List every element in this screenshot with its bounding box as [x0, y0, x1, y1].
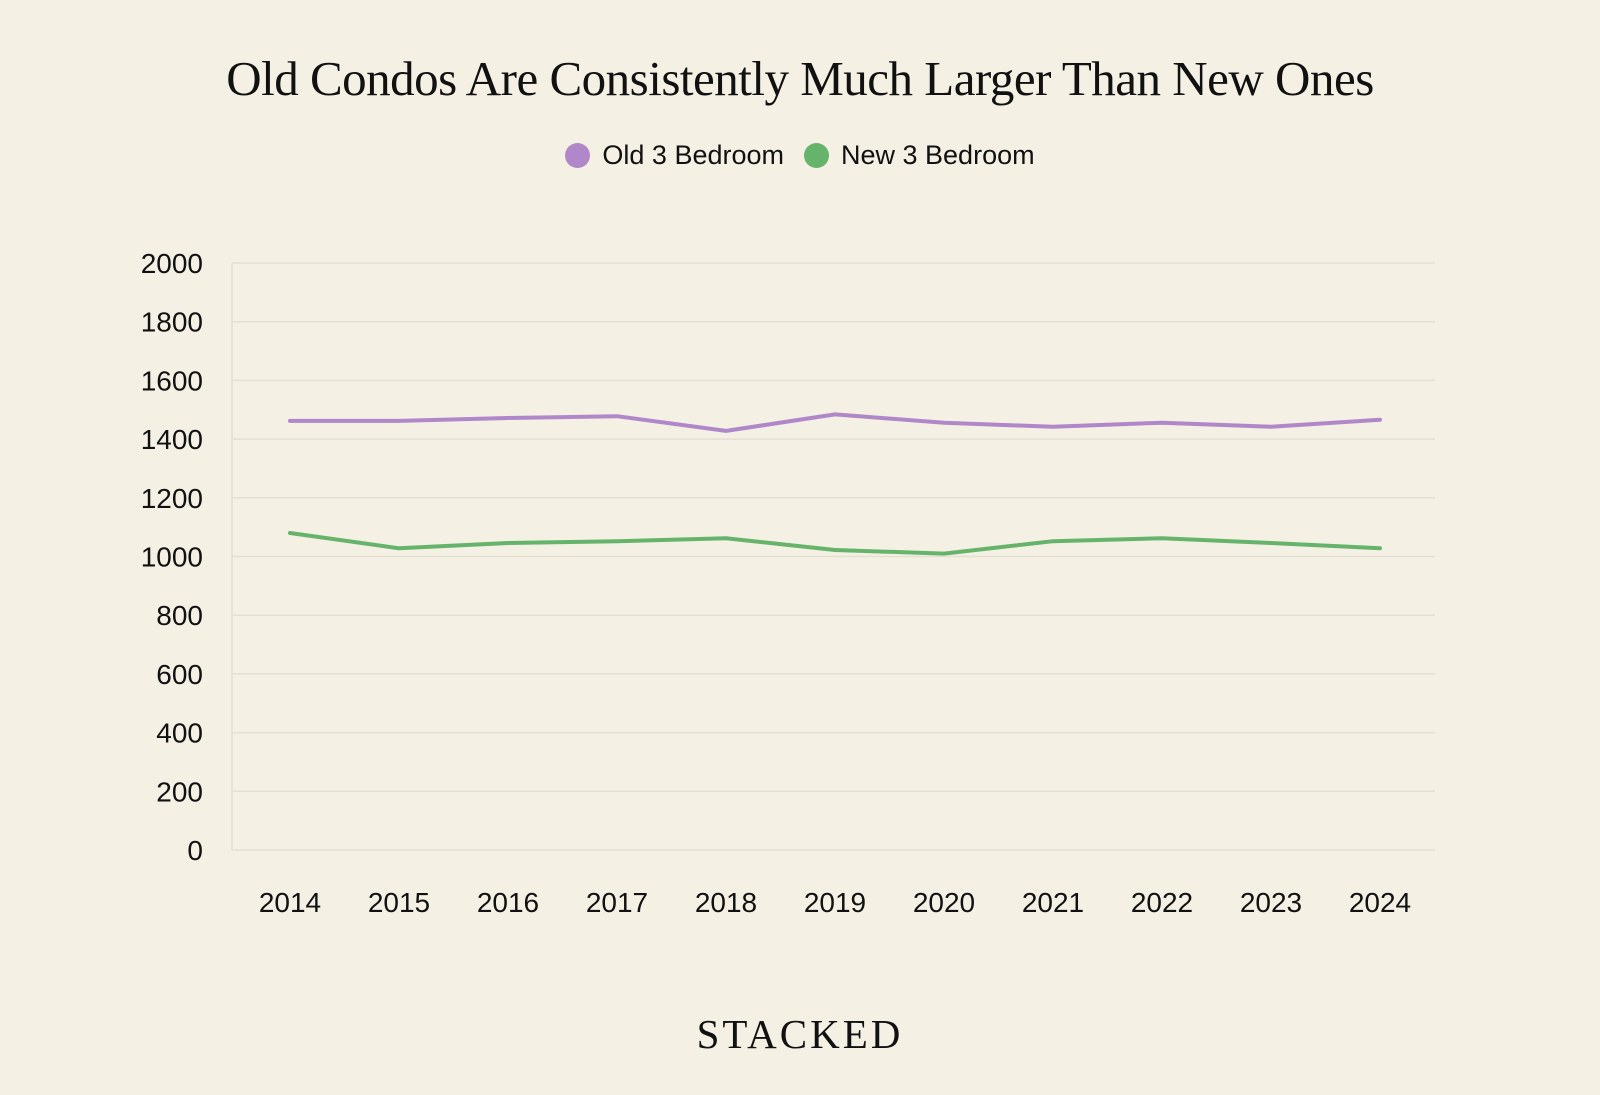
y-tick-label: 1000: [141, 542, 203, 573]
legend-entry-new-3-bedroom: New 3 Bedroom: [804, 140, 1035, 171]
x-tick-label: 2020: [913, 887, 975, 918]
y-tick-label: 1400: [141, 424, 203, 455]
x-tick-label: 2019: [804, 887, 866, 918]
legend-label-old-3-bedroom: Old 3 Bedroom: [602, 140, 784, 170]
x-tick-label: 2024: [1349, 887, 1411, 918]
y-tick-label: 2000: [141, 248, 203, 279]
y-tick-label: 1800: [141, 307, 203, 338]
legend-label-new-3-bedroom: New 3 Bedroom: [841, 140, 1035, 170]
y-tick-label: 1200: [141, 483, 203, 514]
x-tick-label: 2018: [695, 887, 757, 918]
x-tick-label: 2017: [586, 887, 648, 918]
legend-dot-new-3-bedroom-icon: [804, 143, 829, 168]
x-tick-label: 2022: [1131, 887, 1193, 918]
y-tick-label: 400: [156, 718, 203, 749]
legend-entry-old-3-bedroom: Old 3 Bedroom: [565, 140, 784, 171]
series-line-new-3-bedroom: [288, 531, 1382, 556]
y-tick-label: 200: [156, 776, 203, 807]
legend-dot-old-3-bedroom-icon: [565, 143, 591, 168]
x-tick-label: 2023: [1240, 887, 1302, 918]
brand-logo: STACKED: [696, 1011, 904, 1057]
x-tick-label: 2015: [368, 887, 430, 918]
y-tick-label: 1600: [141, 365, 203, 396]
x-tick-label: 2021: [1022, 887, 1084, 918]
x-tick-label: 2014: [259, 887, 321, 918]
x-tick-label: 2016: [477, 887, 539, 918]
y-tick-label: 800: [156, 600, 203, 631]
series-line-old-3-bedroom: [288, 412, 1382, 433]
legend: Old 3 Bedroom New 3 Bedroom: [0, 140, 1600, 171]
chart-title: Old Condos Are Consistently Much Larger …: [226, 51, 1374, 106]
y-tick-label: 600: [156, 659, 203, 690]
y-tick-label: 0: [187, 835, 203, 866]
